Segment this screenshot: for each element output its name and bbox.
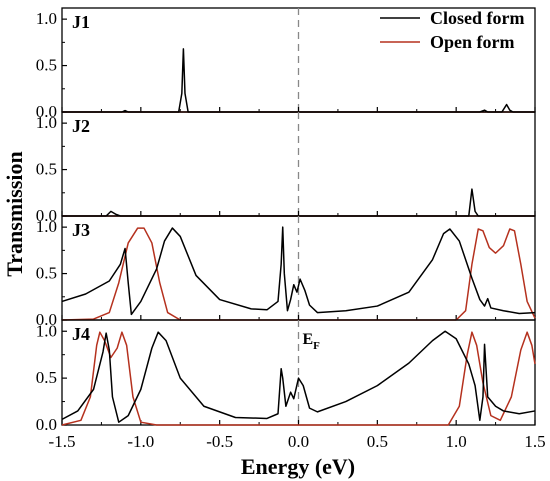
panel-j2: 0.0 0.5 1.0 J2 bbox=[36, 111, 536, 225]
y-tick-label: 1.0 bbox=[36, 217, 57, 236]
y-tick-label: 0.0 bbox=[36, 206, 57, 225]
x-tick-label: 0.5 bbox=[367, 432, 388, 451]
x-tick-label: 1.5 bbox=[524, 432, 545, 451]
y-tick-label: 0.0 bbox=[36, 102, 57, 121]
x-tick-label: -0.5 bbox=[206, 432, 233, 451]
y-tick-label: 0.5 bbox=[36, 160, 57, 179]
panels: 0.0 0.5 1.0 J1 0.0 0.5 1.0 J2 0.0 0.5 1.0 J3 0.0 0.5 1… bbox=[36, 7, 536, 434]
x-tick-label: 1.0 bbox=[446, 432, 467, 451]
fermi-level-label: EF bbox=[303, 331, 321, 352]
fermi-level-label-sub: F bbox=[313, 340, 320, 352]
panel-label: J2 bbox=[72, 116, 90, 136]
panel-label: J3 bbox=[72, 220, 90, 240]
y-tick-label: 0.5 bbox=[36, 264, 57, 283]
panel-j4: 0.0 0.5 1.0 J4 bbox=[36, 319, 536, 434]
axes-decor: -1.5 -1.0 -0.5 0.0 0.5 1.0 1.5 EF Closed form Ope… bbox=[49, 8, 546, 451]
y-tick-label: 1.0 bbox=[36, 321, 57, 340]
x-axis-title: Energy (eV) bbox=[241, 454, 355, 479]
legend-label: Closed form bbox=[430, 8, 524, 28]
fermi-level-label-main: E bbox=[303, 331, 314, 348]
panel-label: J1 bbox=[72, 12, 90, 32]
x-tick-label: -1.5 bbox=[49, 432, 76, 451]
panel-j3: 0.0 0.5 1.0 J3 bbox=[36, 215, 536, 329]
series-line-open-form bbox=[61, 227, 536, 321]
series-line-closed-form bbox=[61, 226, 536, 316]
x-tick-label: 0.0 bbox=[288, 432, 309, 451]
y-tick-label: 0.5 bbox=[36, 368, 57, 387]
y-tick-label: 1.0 bbox=[36, 113, 57, 132]
series-line-open-form bbox=[61, 331, 536, 426]
legend-label: Open form bbox=[430, 32, 515, 52]
legend: Closed form Open form bbox=[380, 8, 524, 52]
panel-label: J4 bbox=[72, 324, 90, 344]
series-line-closed-form bbox=[61, 330, 536, 423]
y-tick-label: 0.5 bbox=[36, 56, 57, 75]
y-tick-label: 0.0 bbox=[36, 310, 57, 329]
y-tick-label: 1.0 bbox=[36, 9, 57, 28]
y-axis-title: Transmission bbox=[2, 151, 27, 277]
y-tick-label: 0.0 bbox=[36, 415, 57, 434]
x-tick-label: -1.0 bbox=[127, 432, 154, 451]
